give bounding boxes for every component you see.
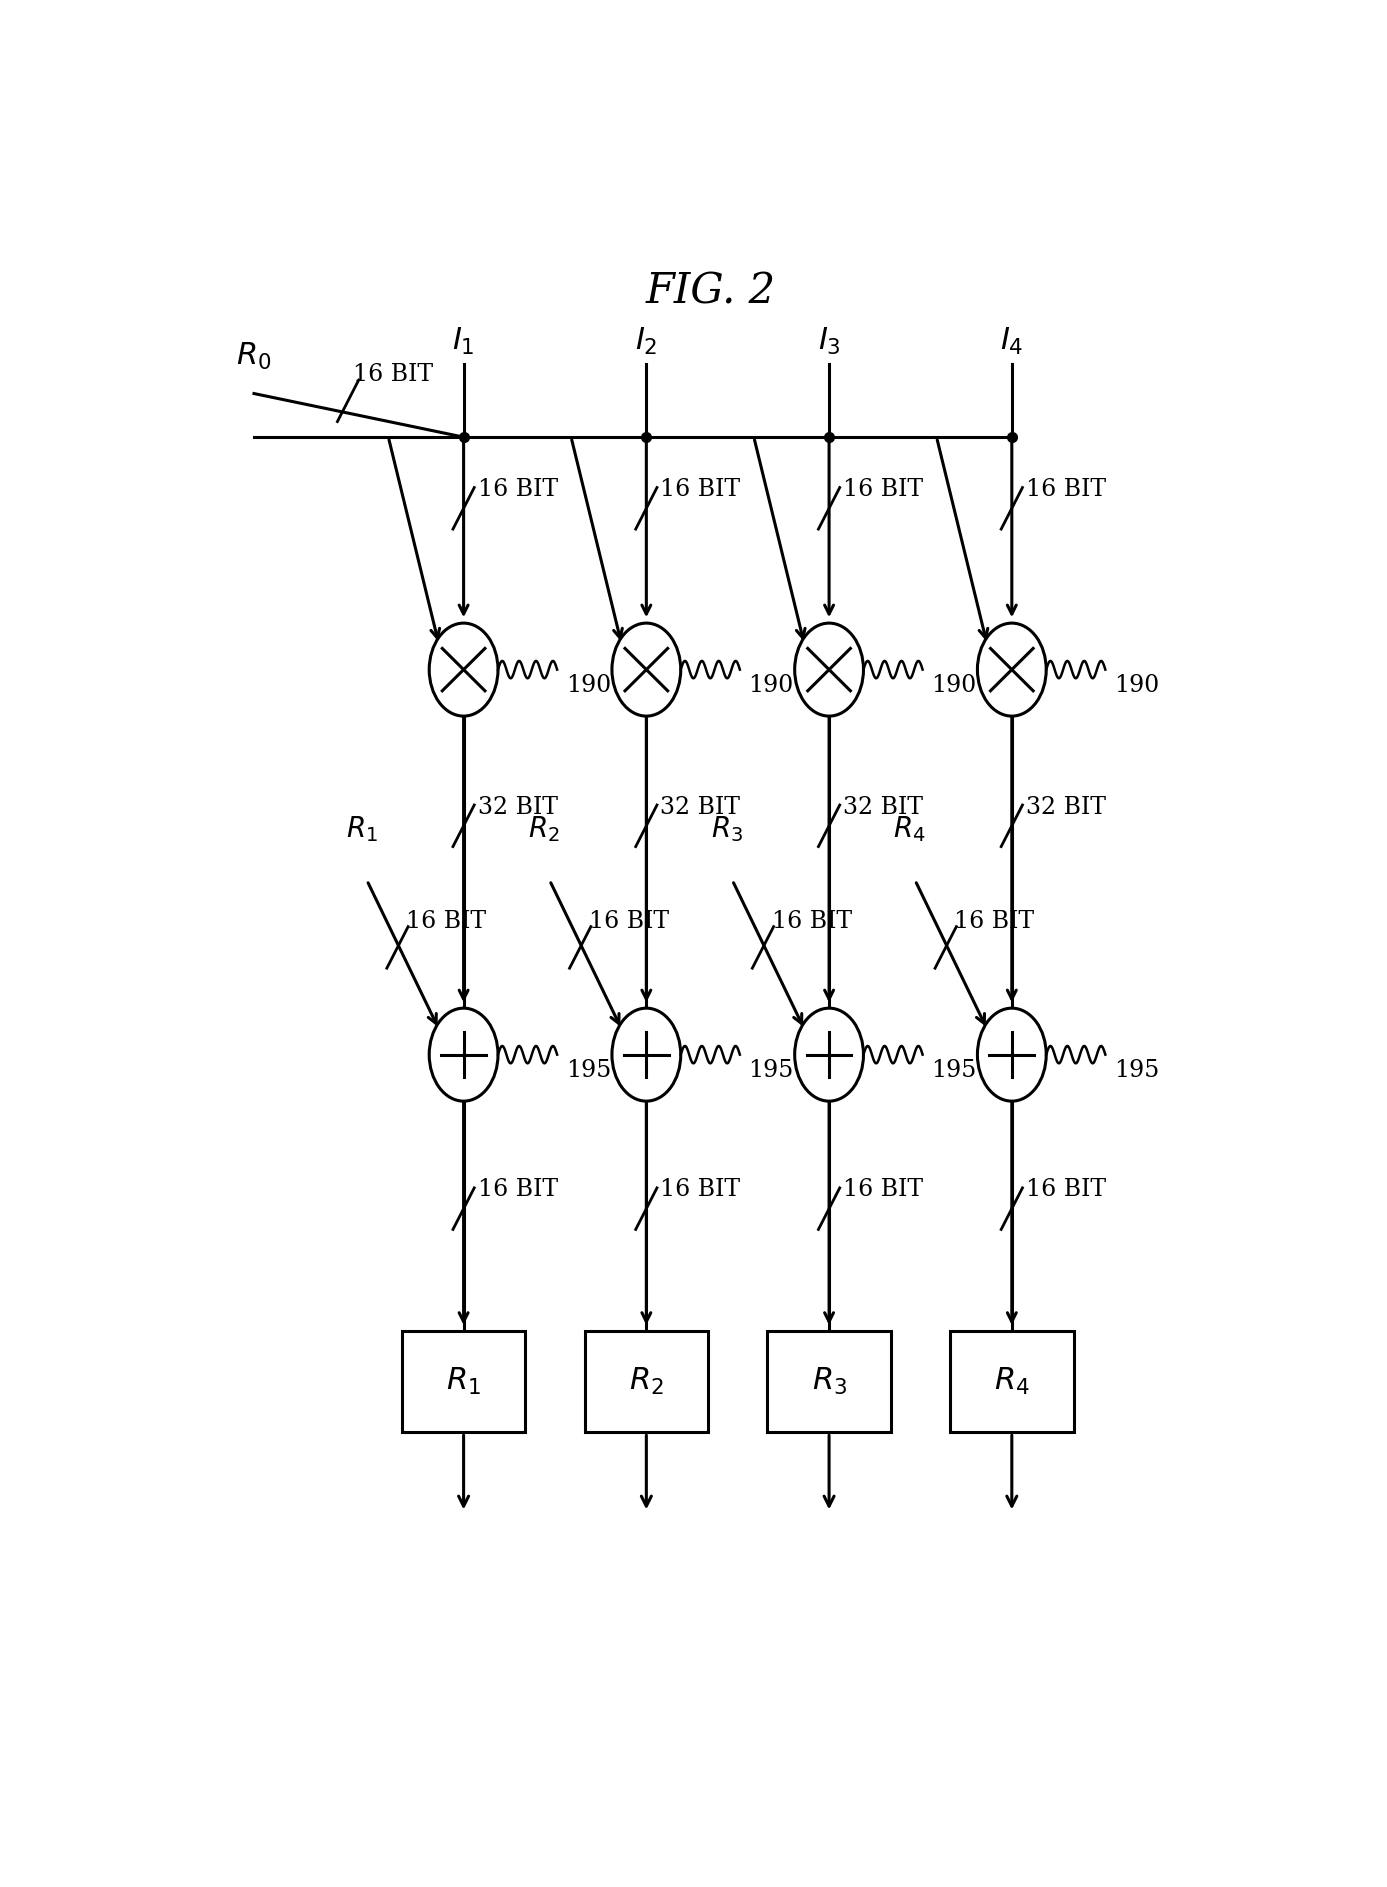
Text: 32 BIT: 32 BIT	[660, 796, 741, 819]
Text: 190: 190	[931, 674, 976, 696]
Circle shape	[429, 623, 498, 715]
Text: 16 BIT: 16 BIT	[771, 910, 852, 932]
Circle shape	[612, 623, 681, 715]
Text: $R_4$: $R_4$	[893, 813, 927, 843]
Text: $R_3$: $R_3$	[712, 813, 743, 843]
Text: 16 BIT: 16 BIT	[354, 364, 434, 387]
Text: $I_4$: $I_4$	[1000, 326, 1024, 357]
Text: 195: 195	[1114, 1059, 1160, 1081]
Text: 16 BIT: 16 BIT	[477, 477, 558, 502]
Text: $R_2$: $R_2$	[528, 813, 560, 843]
Circle shape	[795, 623, 864, 715]
Text: 190: 190	[749, 674, 793, 696]
Text: 195: 195	[931, 1059, 976, 1081]
Text: 16 BIT: 16 BIT	[843, 477, 924, 502]
Text: 16 BIT: 16 BIT	[477, 1177, 558, 1202]
Text: $R_1$: $R_1$	[345, 813, 377, 843]
Text: $R_1$: $R_1$	[447, 1366, 481, 1396]
FancyBboxPatch shape	[584, 1330, 709, 1432]
Circle shape	[612, 1008, 681, 1102]
Text: 32 BIT: 32 BIT	[1026, 796, 1105, 819]
Text: $R_4$: $R_4$	[994, 1366, 1029, 1396]
Text: FIG. 2: FIG. 2	[646, 272, 775, 313]
FancyBboxPatch shape	[767, 1330, 890, 1432]
Text: 195: 195	[749, 1059, 793, 1081]
Text: 16 BIT: 16 BIT	[843, 1177, 924, 1202]
Circle shape	[978, 1008, 1046, 1102]
Circle shape	[795, 1008, 864, 1102]
Text: $R_0$: $R_0$	[236, 342, 272, 372]
Text: 16 BIT: 16 BIT	[660, 1177, 741, 1202]
Text: 16 BIT: 16 BIT	[954, 910, 1035, 932]
Text: 32 BIT: 32 BIT	[843, 796, 924, 819]
FancyBboxPatch shape	[402, 1330, 526, 1432]
Text: 32 BIT: 32 BIT	[477, 796, 558, 819]
Circle shape	[429, 1008, 498, 1102]
Text: 16 BIT: 16 BIT	[1026, 1177, 1105, 1202]
Text: $R_2$: $R_2$	[628, 1366, 664, 1396]
Circle shape	[978, 623, 1046, 715]
Text: 195: 195	[566, 1059, 610, 1081]
Text: 190: 190	[566, 674, 610, 696]
Text: $I_1$: $I_1$	[452, 326, 474, 357]
Text: 190: 190	[1114, 674, 1160, 696]
Text: $I_2$: $I_2$	[635, 326, 657, 357]
Text: 16 BIT: 16 BIT	[589, 910, 669, 932]
Text: $I_3$: $I_3$	[817, 326, 841, 357]
Text: 16 BIT: 16 BIT	[1026, 477, 1105, 502]
Text: 16 BIT: 16 BIT	[406, 910, 487, 932]
Text: $R_3$: $R_3$	[811, 1366, 846, 1396]
FancyBboxPatch shape	[950, 1330, 1074, 1432]
Text: 16 BIT: 16 BIT	[660, 477, 741, 502]
